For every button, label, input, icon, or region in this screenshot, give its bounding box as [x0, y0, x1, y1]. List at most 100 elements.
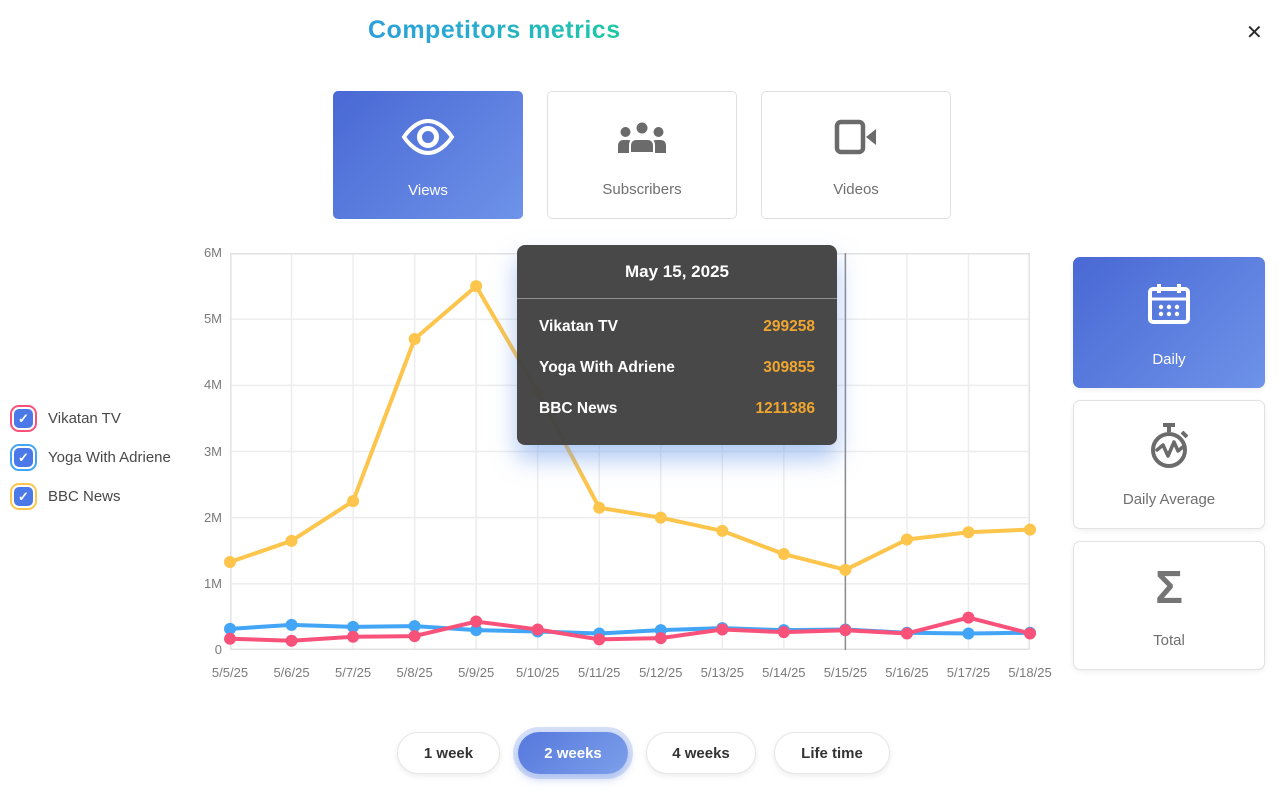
data-point-vikatan-tv	[285, 634, 298, 647]
page-title: Competitors metrics	[368, 16, 621, 44]
x-tick-label: 5/7/25	[334, 665, 372, 680]
y-tick-label: 1M	[203, 575, 222, 591]
tooltip-row: Vikatan TV 299258	[539, 306, 815, 347]
data-point-vikatan-tv	[408, 630, 421, 643]
range-4-weeks-label: 4 weeks	[672, 744, 730, 762]
data-point-yoga-with-adriene	[285, 618, 298, 631]
data-point-vikatan-tv	[900, 627, 913, 640]
legend-checkbox-bbc-news[interactable]: ✓	[10, 482, 37, 510]
data-point-bbc-news	[593, 501, 606, 514]
checkmark-icon: ✓	[18, 449, 29, 465]
daily-average-button-label: Daily Average	[1122, 491, 1216, 508]
legend-item-yoga-with-adriene[interactable]: ✓ Yoga With Adriene	[10, 443, 171, 471]
data-point-bbc-news	[777, 548, 790, 561]
close-icon[interactable]: ✕	[1246, 22, 1263, 44]
tooltip-series-value: 1211386	[755, 399, 816, 417]
legend-checkbox-yoga-with-adriene[interactable]: ✓	[10, 443, 37, 471]
x-tick-label: 5/17/25	[946, 665, 991, 680]
x-tick-label: 5/16/25	[885, 665, 929, 680]
legend-label-yoga-with-adriene: Yoga With Adriene	[48, 448, 171, 466]
tooltip-series-value: 309855	[763, 358, 815, 376]
y-tick-label: 0	[214, 642, 222, 657]
data-point-bbc-news	[1024, 523, 1036, 536]
metric-tabs-row: Views Subscribers Videos	[333, 91, 951, 219]
data-point-bbc-news	[285, 534, 298, 547]
data-point-bbc-news	[470, 280, 483, 293]
y-tick-label: 4M	[203, 377, 222, 393]
x-tick-label: 5/14/25	[762, 665, 806, 680]
y-tick-label: 5M	[203, 311, 222, 327]
total-button[interactable]: Σ Total	[1073, 541, 1265, 670]
range-1-week-label: 1 week	[423, 744, 474, 762]
tab-views[interactable]: Views	[333, 91, 523, 219]
tab-subscribers[interactable]: Subscribers	[547, 91, 737, 219]
y-tick-label: 2M	[203, 509, 222, 525]
data-point-bbc-news	[900, 533, 913, 546]
range-life-time-button[interactable]: Life time	[774, 732, 890, 774]
data-point-bbc-news	[408, 333, 421, 346]
tab-videos[interactable]: Videos	[761, 91, 951, 219]
data-point-vikatan-tv	[224, 632, 236, 645]
x-tick-label: 5/15/25	[823, 665, 868, 680]
range-life-time-label: Life time	[801, 744, 863, 762]
series-line-bbc-news	[228, 284, 1032, 572]
tooltip-series-value: 299258	[763, 317, 815, 335]
sigma-icon: Σ	[1155, 561, 1183, 613]
tab-videos-label: Videos	[833, 181, 879, 198]
data-point-bbc-news	[654, 511, 667, 524]
legend-item-vikatan-tv[interactable]: ✓ Vikatan TV	[10, 404, 171, 432]
tooltip-row: BBC News 1211386	[539, 388, 815, 429]
data-point-vikatan-tv	[347, 630, 360, 643]
tooltip-row: Yoga With Adriene 309855	[539, 347, 815, 388]
data-point-vikatan-tv	[470, 615, 483, 628]
data-point-bbc-news	[224, 555, 236, 568]
data-point-bbc-news	[962, 526, 975, 539]
series-line-vikatan-tv	[228, 615, 1032, 643]
data-point-vikatan-tv	[839, 624, 852, 637]
data-point-bbc-news	[347, 495, 360, 508]
x-tick-label: 5/11/25	[578, 665, 621, 680]
daily-button[interactable]: Daily	[1073, 257, 1265, 388]
legend-item-bbc-news[interactable]: ✓ BBC News	[10, 482, 171, 510]
range-4-weeks-button[interactable]: 4 weeks	[646, 732, 756, 774]
y-tick-label: 3M	[203, 443, 222, 459]
chart-tooltip: May 15, 2025 Vikatan TV 299258 Yoga With…	[517, 245, 837, 445]
data-point-vikatan-tv	[962, 611, 975, 624]
x-tick-label: 5/12/25	[639, 665, 683, 680]
data-point-vikatan-tv	[716, 623, 729, 636]
calendar-icon	[1145, 257, 1193, 351]
data-point-vikatan-tv	[593, 633, 606, 646]
data-point-yoga-with-adriene	[962, 627, 975, 640]
x-tick-label: 5/9/25	[458, 665, 495, 680]
checkmark-icon: ✓	[18, 410, 29, 426]
eye-icon	[400, 91, 456, 182]
total-button-label: Total	[1153, 632, 1185, 649]
range-1-week-button[interactable]: 1 week	[397, 732, 500, 774]
legend-checkbox-vikatan-tv[interactable]: ✓	[10, 404, 37, 432]
tooltip-series-label: Vikatan TV	[539, 317, 618, 335]
video-camera-icon	[830, 92, 882, 181]
data-point-bbc-news	[839, 563, 852, 576]
tab-subscribers-label: Subscribers	[602, 181, 682, 198]
chart-legend: ✓ Vikatan TV ✓ Yoga With Adriene ✓ BBC N…	[10, 404, 171, 521]
data-point-bbc-news	[716, 524, 729, 537]
checkmark-icon: ✓	[18, 488, 29, 504]
tooltip-series-label: Yoga With Adriene	[539, 358, 675, 376]
tooltip-date: May 15, 2025	[517, 245, 837, 299]
data-point-vikatan-tv	[777, 626, 790, 639]
mode-buttons-column: Daily Daily Average Σ Total	[1073, 257, 1265, 670]
range-2-weeks-label: 2 weeks	[544, 744, 602, 762]
daily-average-button[interactable]: Daily Average	[1073, 400, 1265, 529]
data-point-vikatan-tv	[1024, 627, 1036, 640]
tab-views-label: Views	[408, 182, 448, 199]
stopwatch-icon	[1144, 401, 1194, 491]
x-tick-label: 5/13/25	[700, 665, 744, 680]
data-point-yoga-with-adriene	[347, 620, 360, 633]
data-point-yoga-with-adriene	[470, 624, 483, 637]
tooltip-series-label: BBC News	[539, 399, 618, 417]
legend-label-bbc-news: BBC News	[48, 487, 121, 505]
range-2-weeks-button[interactable]: 2 weeks	[518, 732, 628, 774]
x-tick-label: 5/8/25	[396, 665, 433, 680]
data-point-vikatan-tv	[531, 623, 544, 636]
data-point-yoga-with-adriene	[408, 620, 421, 633]
